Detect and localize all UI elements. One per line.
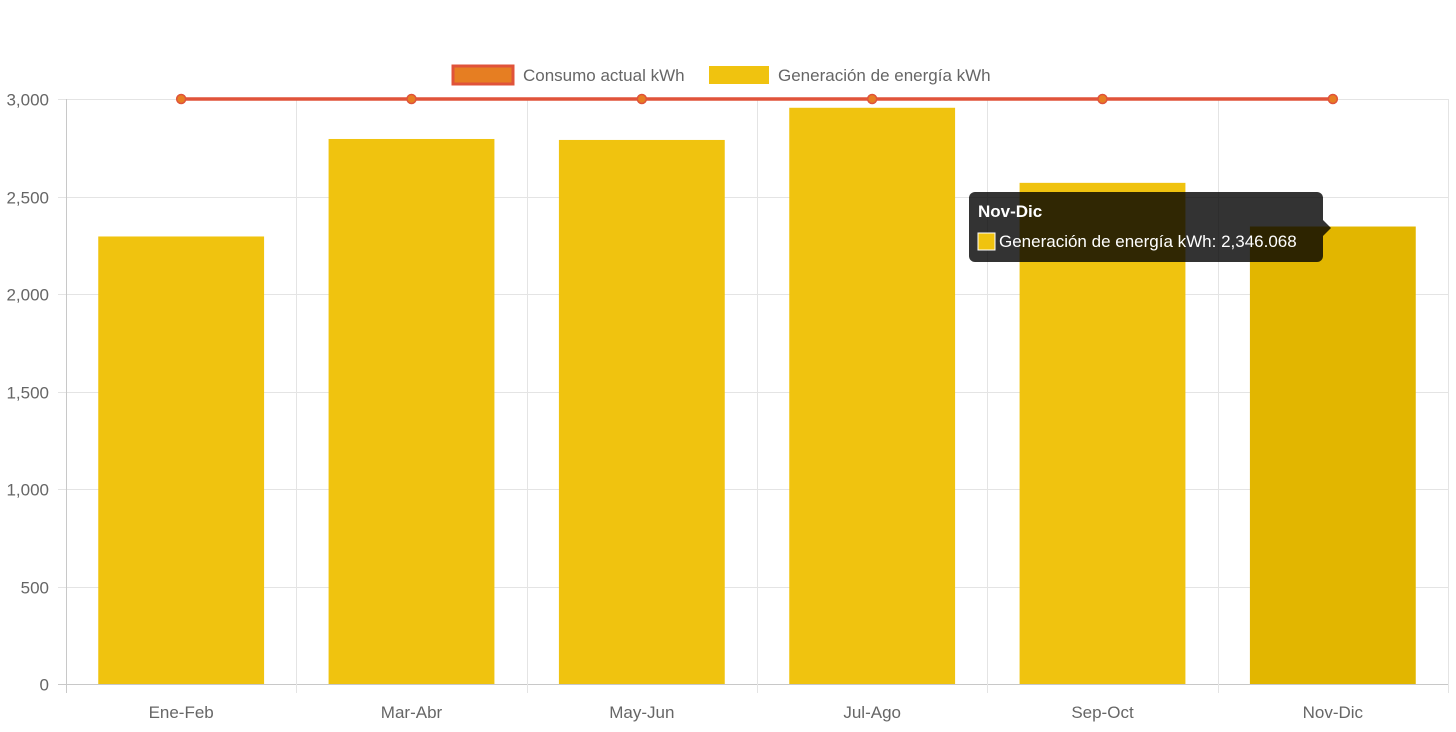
legend-swatch-generacion[interactable] [709,66,769,84]
tooltip-label: Generación de energía kWh: 2,346.068 [999,232,1297,251]
x-tick-label: Jul-Ago [843,703,901,722]
grid [58,99,1449,693]
bar-jul-ago[interactable] [789,107,956,684]
x-tick-label: Mar-Abr [381,703,443,722]
tooltip-caret [1323,220,1331,236]
legend-label-generacion: Generación de energía kWh [778,66,991,85]
y-tick-label: 1,500 [6,384,49,403]
consumo-point[interactable] [636,93,648,105]
x-tick-label: Ene-Feb [149,703,214,722]
tooltip-swatch [977,232,996,251]
legend-swatch-consumo[interactable] [451,64,515,86]
legend-label-consumo: Consumo actual kWh [523,66,685,85]
bar-sep-oct[interactable] [1019,182,1186,684]
tooltip-title: Nov-Dic [978,202,1042,221]
bars [98,107,1416,685]
bar-nov-dic[interactable] [1249,226,1416,685]
consumo-point[interactable] [406,93,417,105]
consumo-point[interactable] [866,93,878,105]
consumo-point[interactable] [1097,93,1108,105]
legend: Consumo actual kWh Generación de energía … [451,64,991,86]
y-tick-label: 3,000 [6,91,49,110]
bar-ene-feb[interactable] [98,236,265,684]
y-tick-label: 500 [21,579,49,598]
y-tick-label: 0 [40,676,49,695]
consumo-point[interactable] [1327,93,1339,105]
y-tick-label: 1,000 [6,481,49,500]
y-tick-label: 2,000 [6,286,49,305]
x-tick-label: Sep-Oct [1071,703,1134,722]
x-tick-label: May-Jun [609,703,674,722]
x-tick-label: Nov-Dic [1303,703,1364,722]
line-series [175,93,1339,105]
tooltip-box [969,192,1323,262]
axes: 0 500 1,000 1,500 2,000 2,500 3,000 Ene-Feb Mar-… [6,91,1363,723]
bar-mar-abr[interactable] [328,138,495,685]
y-tick-label: 2,500 [6,189,49,208]
tooltip: Nov-Dic Generación de energía kWh: 2,346.… [969,192,1331,262]
bar-may-jun[interactable] [558,139,725,684]
consumo-point[interactable] [175,93,187,105]
